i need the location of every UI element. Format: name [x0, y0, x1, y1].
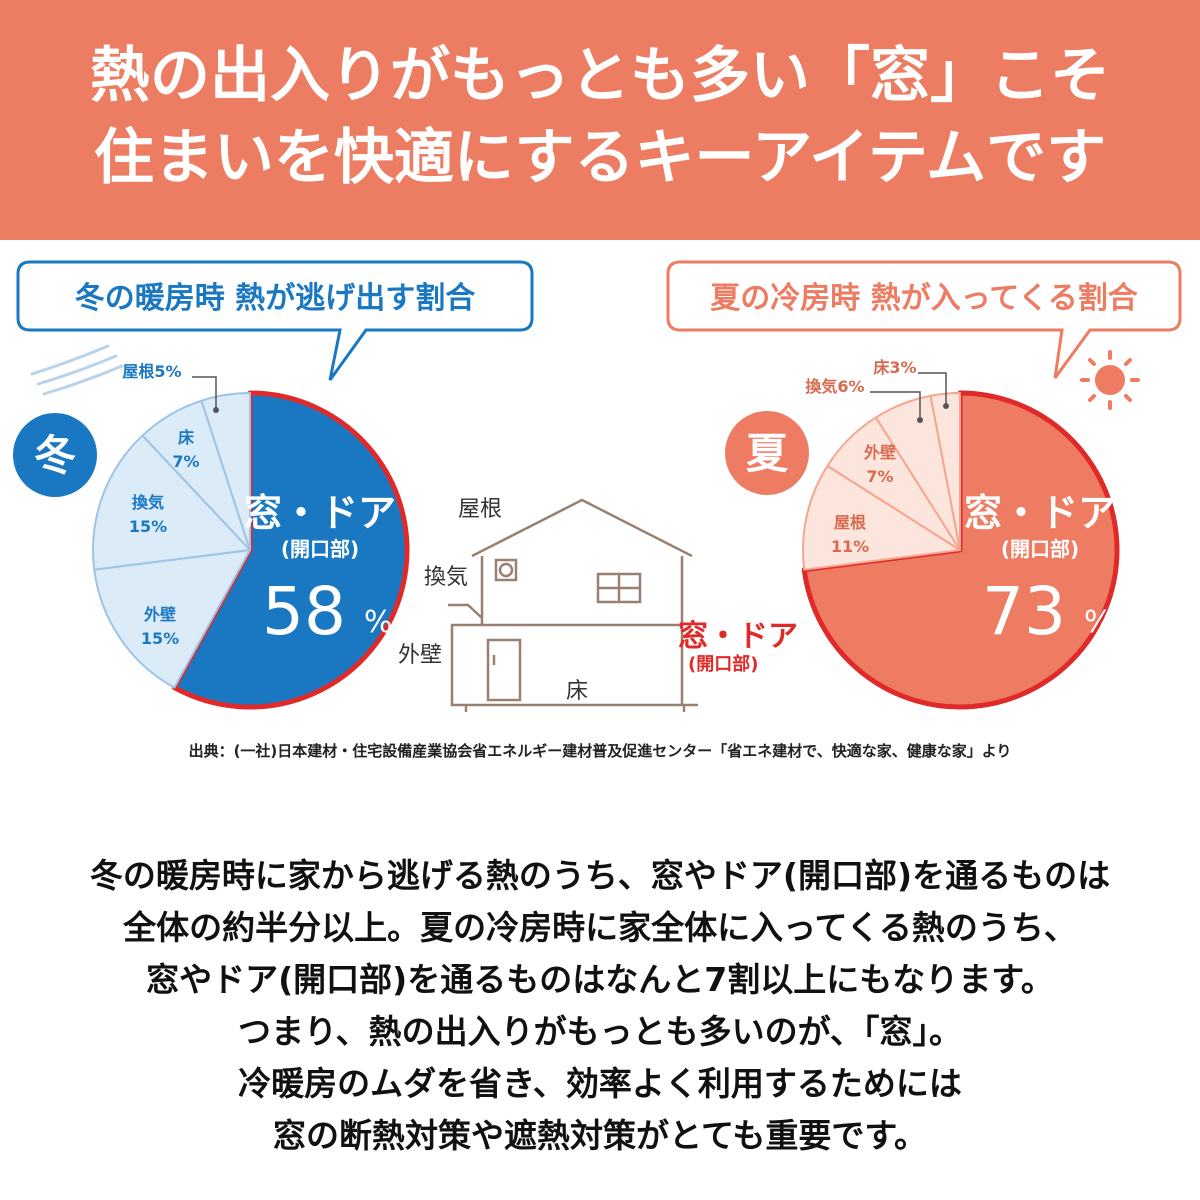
house-labels: 屋根 換気 外壁 床 窓・ドア (開口部) — [398, 497, 798, 704]
leader-dot — [943, 403, 949, 409]
summer-pie-chart: 窓・ドア(開口部) 73 % 屋根 11% 外壁 7% 換気6% 床3% — [801, 358, 1120, 710]
slice-label: 換気 — [132, 493, 164, 512]
main-slice-unit: % — [1084, 605, 1113, 640]
slice-label: 換気6% — [805, 377, 864, 396]
body-line: つまり、熱の出入りがもっとも多いのが、「窓」。 — [237, 1012, 963, 1051]
body-line: 冬の暖房時に家から逃げる熱のうち、窓やドア(開口部)を通るものは — [89, 856, 1111, 895]
pie-slice-other — [802, 464, 961, 571]
headline-line-1: 熱の出入りがもっとも多い「窓」こそ — [90, 41, 1110, 111]
pie-slice-other — [929, 392, 961, 551]
slice-label: 屋根 — [834, 513, 866, 532]
main-slice-value: 58 — [262, 573, 346, 650]
pie-slice-other — [93, 549, 251, 689]
main-slice-label: 窓・ドア — [244, 491, 396, 535]
winter-badge: 冬 — [13, 413, 97, 497]
slice-label: 屋根5% — [122, 362, 181, 381]
winter-badge-label: 冬 — [34, 431, 76, 480]
main-slice-value: 73 — [982, 573, 1066, 650]
slice-value: 15% — [129, 517, 167, 536]
source-note: 出典：(一社)日本建材・住宅設備産業協会省エネルギー建材普及促進センター「省エネ… — [188, 742, 1012, 760]
summer-callout: 夏の冷房時 熱が入ってくる割合 — [666, 260, 1182, 379]
main-slice-label: 窓・ドア — [964, 491, 1116, 535]
house-label-window-door: 窓・ドア — [678, 619, 798, 654]
house-label-opening: (開口部) — [688, 653, 758, 675]
main-slice-sublabel: (開口部) — [1001, 537, 1079, 561]
leader-line — [918, 372, 947, 406]
main-slice-unit: % — [364, 605, 393, 640]
leader-dot — [917, 417, 923, 423]
house-label-vent: 換気 — [424, 565, 468, 590]
pie-slice-other — [200, 392, 251, 551]
heat-loss-figure: 冬の暖房時 熱が逃げ出す割合 冬 窓・ドア(開口部)58 %外壁15%換気15%床… — [13, 260, 1182, 712]
slice-value: 15% — [141, 629, 179, 648]
slice-label: 外壁 — [863, 443, 896, 462]
pie-slice-other — [92, 434, 251, 571]
slice-label: 床 — [178, 428, 195, 447]
house-label-wall: 外壁 — [398, 643, 442, 668]
leader-line — [192, 376, 217, 410]
leader-line — [870, 391, 921, 420]
summer-badge-label: 夏 — [746, 429, 789, 478]
leader-dot — [213, 407, 219, 413]
house-illustration — [448, 498, 698, 712]
main-slice-sublabel: (開口部) — [281, 537, 359, 561]
body-line: 窓の断熱対策や遮熱対策がとても重要です。 — [272, 1116, 928, 1155]
body-text: 冬の暖房時に家から逃げる熱のうち、窓やドア(開口部)を通るものは 全体の約半分以… — [0, 850, 1200, 1162]
winter-chart-title: 冬の暖房時 熱が逃げ出す割合 — [75, 281, 475, 316]
summer-chart-title: 夏の冷房時 熱が入ってくる割合 — [710, 281, 1137, 316]
body-line: 窓やドア(開口部)を通るものはなんと7割以上にもなります。 — [146, 960, 1054, 999]
slice-value: 11% — [831, 537, 869, 556]
slice-value: 7% — [172, 452, 199, 471]
summer-badge: 夏 — [725, 411, 809, 495]
body-line: 全体の約半分以上。夏の冷房時に家全体に入ってくる熱のうち、 — [123, 908, 1077, 947]
winter-pie-chart: 窓・ドア(開口部) 58 % 外壁 15% 換気 15% 床 7% 屋根5% — [92, 362, 410, 710]
header-banner: 熱の出入りがもっとも多い「窓」こそ 住まいを快適にするキーアイテムです — [0, 0, 1200, 240]
pie-slice-window-door — [171, 390, 410, 710]
slice-label: 床3% — [873, 358, 916, 377]
body-line: 冷暖房のムダを省き、効率よく利用するためには — [238, 1064, 962, 1103]
winter-callout: 冬の暖房時 熱が逃げ出す割合 — [16, 260, 534, 381]
sun-icon — [1080, 350, 1140, 410]
headline-line-2: 住まいを快適にするキーアイテムです — [93, 123, 1107, 193]
house-label-roof: 屋根 — [458, 497, 502, 522]
slice-label: 外壁 — [143, 605, 176, 624]
wind-icon — [30, 344, 124, 396]
slice-value: 7% — [866, 467, 893, 486]
house-label-floor: 床 — [566, 679, 588, 704]
